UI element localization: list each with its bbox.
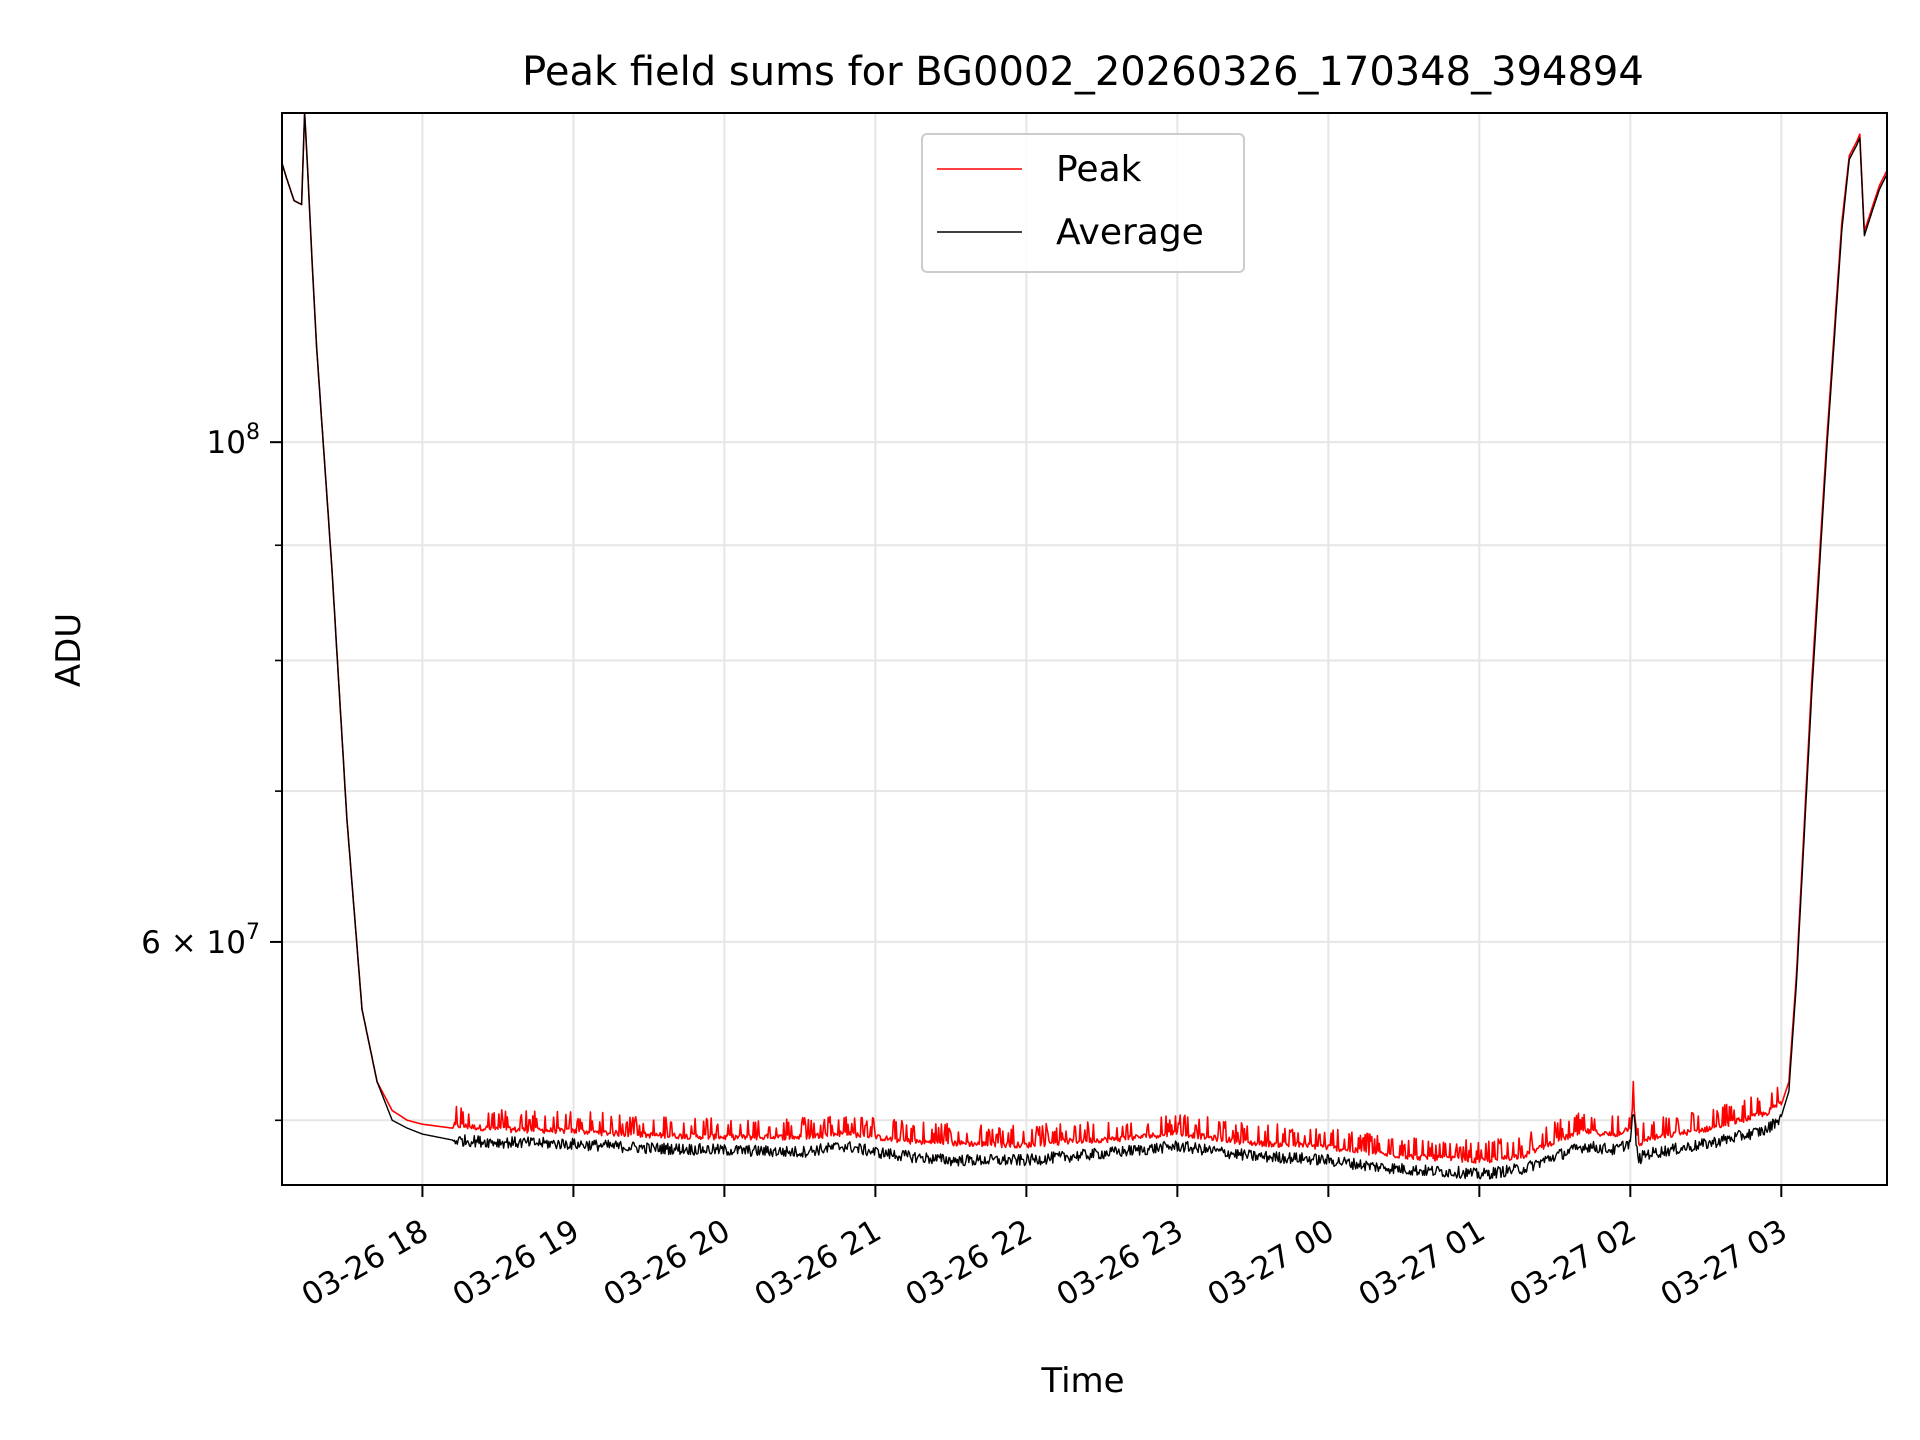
y-tick-label-base: 10 xyxy=(207,425,246,461)
y-tick-label-base: 6 × 10 xyxy=(141,925,246,961)
grid xyxy=(282,113,1887,1185)
y-axis-label: ADU xyxy=(49,613,89,687)
legend-label-peak: Peak xyxy=(1056,149,1142,190)
y-tick-label-exponent: 8 xyxy=(246,420,260,445)
chart-title: Peak field sums for BG0002_20260326_1703… xyxy=(522,49,1644,95)
series-line-average xyxy=(281,112,1888,1180)
plot-area-frame xyxy=(281,112,1888,1186)
y-tick-label-exponent: 7 xyxy=(246,920,260,945)
y-tick-label: 108 xyxy=(207,420,260,461)
y-tick-label: 6 × 107 xyxy=(141,920,260,961)
series-line-peak xyxy=(281,112,1888,1164)
x-axis-label: Time xyxy=(1040,1361,1124,1401)
plot-series xyxy=(281,112,1888,1180)
legend: Peak Average xyxy=(921,133,1245,273)
legend-label-average: Average xyxy=(1056,212,1204,253)
y-axis: 108 6 × 107 xyxy=(141,420,282,1122)
